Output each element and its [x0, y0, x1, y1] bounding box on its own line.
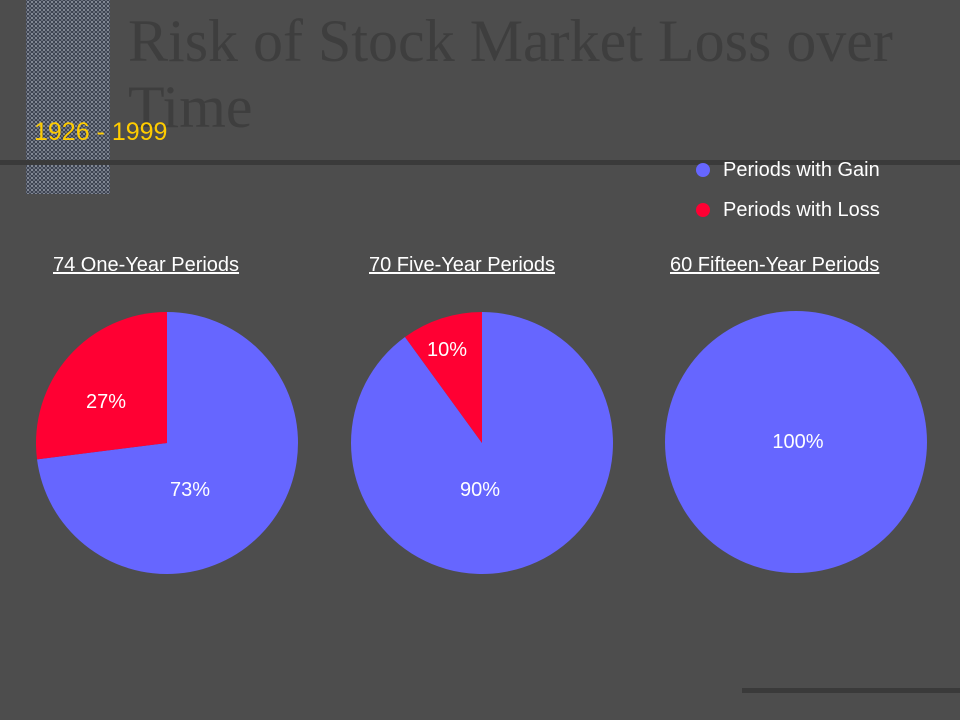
pie-2-label-gain: 100%	[772, 431, 823, 453]
chart-title-one-year: 74 One-Year Periods	[53, 254, 240, 276]
pie-0-label-loss: 27%	[86, 391, 126, 413]
legend-item-gain: Periods with Gain	[696, 150, 880, 190]
slide-title: Risk of Stock Market Loss over Time	[128, 8, 893, 140]
legend-item-loss: Periods with Loss	[696, 190, 880, 230]
legend-label-gain: Periods with Gain	[723, 158, 880, 181]
pie-1-label-gain: 90%	[460, 479, 500, 501]
decorative-rule-bottom	[742, 688, 960, 693]
pie-0-slice-gain	[37, 312, 299, 574]
chart-title-five-year: 70 Five-Year Periods	[369, 254, 556, 276]
legend-label-loss: Periods with Loss	[723, 198, 880, 221]
chart-title-fifteen-year: 60 Fifteen-Year Periods	[670, 254, 880, 276]
decorative-rule-top	[0, 160, 960, 165]
pie-0-label-gain: 73%	[170, 479, 210, 501]
legend-swatch-loss	[696, 203, 710, 217]
pie-0-slice-loss	[35, 312, 167, 460]
date-range-subtitle: 1926 - 1999	[34, 118, 168, 146]
pie-1-slice-gain	[350, 312, 613, 574]
pie-1-slice-loss	[405, 312, 482, 443]
pie-2-slice-gain	[665, 311, 927, 573]
legend-swatch-gain	[696, 163, 710, 177]
pie-1-label-loss: 10%	[427, 339, 467, 361]
legend: Periods with Gain Periods with Loss	[696, 150, 880, 230]
